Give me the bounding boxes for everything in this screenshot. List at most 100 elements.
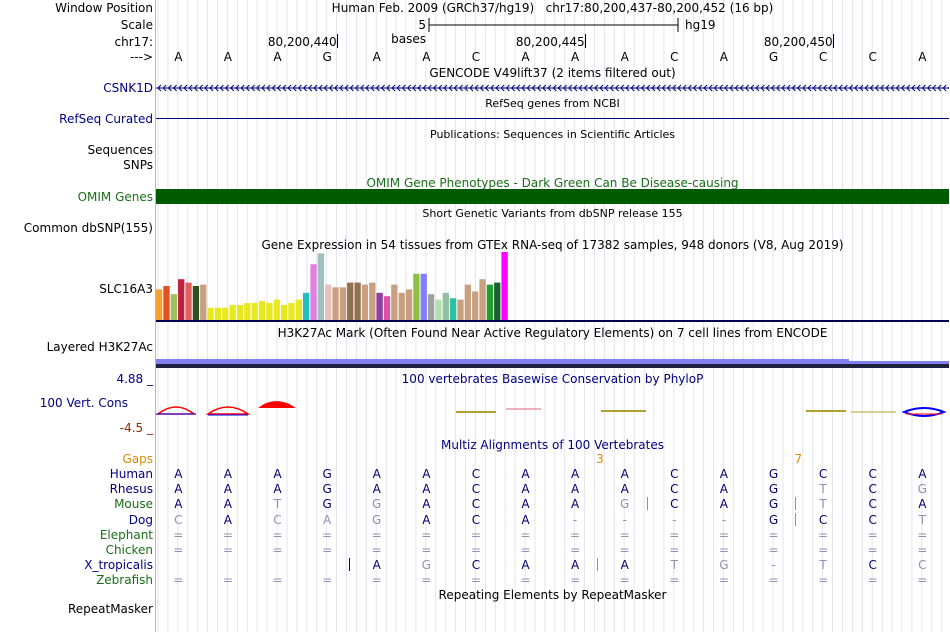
dbsnp-track-label[interactable]: Common dbSNP(155) bbox=[23, 221, 153, 235]
gtex-tissue-bar[interactable] bbox=[347, 282, 354, 320]
gtex-tissue-bar[interactable] bbox=[339, 287, 347, 320]
coordinate-label: 80,200,440 bbox=[267, 35, 337, 49]
gtex-tissue-bar[interactable] bbox=[398, 292, 405, 320]
csnk1d-gene-label[interactable]: CSNK1D bbox=[103, 81, 153, 95]
gtex-tissue-bar[interactable] bbox=[258, 300, 266, 320]
gtex-tissue-bar[interactable] bbox=[185, 282, 192, 320]
gtex-tissue-bar[interactable] bbox=[170, 294, 177, 320]
aligned-base: A bbox=[918, 497, 927, 512]
aligned-base: A bbox=[521, 482, 530, 497]
gtex-tissue-bar[interactable] bbox=[310, 264, 317, 320]
aligned-base: A bbox=[223, 512, 232, 527]
gtex-tissue-bar[interactable] bbox=[376, 292, 383, 320]
aligned-base: A bbox=[918, 467, 927, 481]
gtex-tissue-bar[interactable] bbox=[420, 273, 427, 320]
base-letter: A bbox=[273, 50, 282, 64]
omim-track-label[interactable]: OMIM Genes bbox=[77, 190, 153, 204]
gtex-tissue-bar[interactable] bbox=[251, 303, 258, 320]
sequences-label: Sequences bbox=[87, 143, 153, 157]
gtex-tissue-bar[interactable] bbox=[280, 305, 288, 320]
aligned-base: A bbox=[620, 467, 629, 481]
h3k27ac-signal[interactable] bbox=[156, 359, 849, 364]
aligned-base: = bbox=[768, 573, 779, 588]
species-label[interactable]: X_tropicalis bbox=[84, 558, 153, 573]
base-letter: A bbox=[570, 50, 580, 64]
refseq-feature-line[interactable] bbox=[156, 118, 949, 119]
gtex-tissue-bar[interactable] bbox=[354, 282, 361, 320]
species-label[interactable]: Human bbox=[109, 467, 153, 481]
gtex-tissue-bar[interactable] bbox=[442, 292, 449, 320]
gtex-tissue-bar[interactable] bbox=[295, 299, 302, 320]
scale-text: 5 bases bbox=[391, 18, 426, 46]
gtex-tissue-bar[interactable] bbox=[501, 252, 508, 320]
gtex-tissue-bar[interactable] bbox=[332, 287, 339, 320]
gtex-track-title: Gene Expression in 54 tissues from GTEx … bbox=[261, 238, 844, 252]
conservation-wiggle[interactable] bbox=[156, 398, 949, 422]
insertion-marker bbox=[795, 497, 797, 511]
gtex-tissue-bar[interactable] bbox=[325, 284, 332, 320]
gtex-tissue-bar[interactable] bbox=[472, 291, 479, 320]
gtex-tissue-bar[interactable] bbox=[383, 296, 391, 320]
gtex-expression-chart[interactable] bbox=[156, 252, 949, 323]
aligned-base: A bbox=[719, 497, 728, 512]
gtex-tissue-bar[interactable] bbox=[288, 303, 295, 320]
base-letter: G bbox=[768, 50, 779, 64]
species-label[interactable]: Zebrafish bbox=[96, 573, 153, 588]
gtex-tissue-bar[interactable] bbox=[303, 292, 310, 320]
aligned-base: = bbox=[272, 573, 283, 588]
gtex-tissue-bar[interactable] bbox=[229, 305, 236, 320]
gtex-tissue-bar[interactable] bbox=[244, 303, 251, 320]
aligned-base: = bbox=[470, 527, 481, 542]
gtex-tissue-bar[interactable] bbox=[178, 279, 185, 320]
aligned-base: = bbox=[619, 573, 630, 588]
slc16a3-label[interactable]: SLC16A3 bbox=[99, 282, 153, 296]
gtex-tissue-bar[interactable] bbox=[156, 289, 163, 320]
species-label[interactable]: Rhesus bbox=[109, 482, 153, 497]
gtex-tissue-bar[interactable] bbox=[236, 305, 244, 320]
gtex-tissue-bar[interactable] bbox=[214, 307, 222, 320]
gtex-tissue-bar[interactable] bbox=[464, 284, 471, 320]
aligned-base: T bbox=[819, 497, 827, 512]
h3k27ac-signal-tail[interactable] bbox=[849, 361, 949, 364]
chrom-label: chr17: bbox=[114, 35, 153, 49]
gtex-tissue-bar[interactable] bbox=[317, 253, 324, 320]
gtex-tissue-bar[interactable] bbox=[192, 286, 200, 320]
gtex-tissue-bar[interactable] bbox=[486, 284, 494, 320]
aligned-base: C bbox=[868, 467, 877, 481]
gtex-tissue-bar[interactable] bbox=[427, 294, 435, 320]
conservation-track-label[interactable]: 100 Vert. Cons bbox=[39, 396, 128, 410]
gtex-tissue-bar[interactable] bbox=[494, 282, 501, 320]
window-position-value: Human Feb. 2009 (GRCh37/hg19) chr17:80,2… bbox=[331, 1, 774, 15]
h3k27ac-track-label[interactable]: Layered H3K27Ac bbox=[46, 340, 153, 354]
species-label[interactable]: Chicken bbox=[105, 543, 153, 557]
gtex-tissue-bar[interactable] bbox=[163, 286, 170, 320]
aligned-base: = bbox=[768, 543, 779, 557]
aligned-base: C bbox=[471, 482, 481, 497]
gtex-tissue-bar[interactable] bbox=[435, 299, 442, 320]
gtex-tissue-bar[interactable] bbox=[391, 284, 398, 320]
gtex-tissue-bar[interactable] bbox=[405, 289, 413, 320]
gtex-tissue-bar[interactable] bbox=[369, 282, 376, 320]
species-label[interactable]: Dog bbox=[128, 512, 153, 527]
omim-gene-feature[interactable] bbox=[156, 189, 949, 204]
gtex-tissue-bar[interactable] bbox=[413, 273, 420, 320]
gtex-tissue-bar[interactable] bbox=[200, 284, 207, 320]
csnk1d-gene-feature[interactable] bbox=[156, 82, 949, 94]
gtex-tissue-bar[interactable] bbox=[222, 307, 229, 320]
gtex-tissue-bar[interactable] bbox=[266, 303, 273, 320]
publications-track-title: Publications: Sequences in Scientific Ar… bbox=[430, 128, 675, 141]
aligned-base: C bbox=[471, 497, 481, 512]
gtex-tissue-bar[interactable] bbox=[273, 299, 280, 320]
gtex-tissue-bar[interactable] bbox=[207, 307, 214, 320]
aligned-base: = bbox=[818, 543, 829, 557]
species-label[interactable]: Mouse bbox=[114, 497, 153, 512]
species-label[interactable]: Elephant bbox=[99, 527, 153, 542]
gtex-tissue-bar[interactable] bbox=[450, 298, 457, 320]
gtex-tissue-bar[interactable] bbox=[457, 299, 464, 320]
refseq-track-label[interactable]: RefSeq Curated bbox=[59, 112, 153, 126]
repeatmasker-track-label[interactable]: RepeatMasker bbox=[67, 602, 153, 616]
gtex-tissue-bar[interactable] bbox=[479, 279, 486, 320]
gtex-tissue-bar[interactable] bbox=[361, 284, 369, 320]
aligned-base: A bbox=[422, 467, 431, 481]
